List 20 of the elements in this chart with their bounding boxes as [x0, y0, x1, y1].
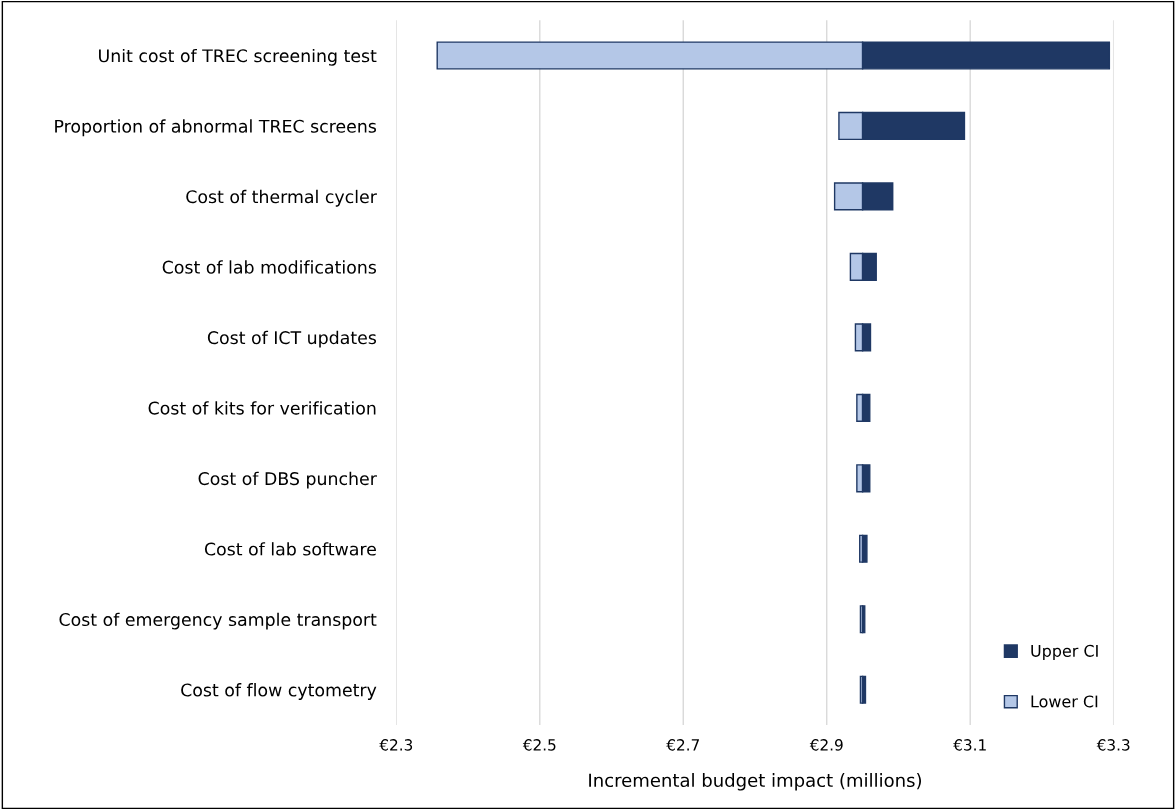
legend-label: Upper CI: [1031, 644, 1098, 660]
y-tick-label: Cost of emergency sample transport: [59, 612, 377, 630]
bar: [861, 534, 868, 563]
x-tick-label: €3.3: [1096, 739, 1130, 751]
legend-label: Lower CI: [1031, 695, 1098, 708]
y-tick-label: Cost of flow cytometry: [181, 683, 377, 700]
y-tick-label: Cost of ICT updates: [207, 330, 377, 348]
x-tick-label: €2.9: [809, 739, 843, 751]
x-tick-label: €3.1: [953, 739, 986, 751]
x-tick-label: €2.3: [379, 739, 413, 751]
y-tick-label: Cost of lab modifications: [162, 260, 377, 274]
y-tick-label: Cost of DBS puncher: [198, 471, 377, 489]
y-tick-label: Proportion of abnormal TREC screens: [55, 119, 377, 137]
y-tick-label: Cost of lab software: [204, 542, 376, 556]
x-tick-label: €2.5: [522, 739, 556, 751]
x-tick-label: €2.7: [666, 739, 699, 751]
y-tick-label: Cost of kits for verification: [148, 401, 376, 415]
x-axis-title: Incremental budget impact (millions): [589, 773, 922, 791]
y-tick-label: Unit cost of TREC screening test: [99, 48, 377, 66]
y-tick-label: Cost of thermal cycler: [186, 189, 377, 207]
